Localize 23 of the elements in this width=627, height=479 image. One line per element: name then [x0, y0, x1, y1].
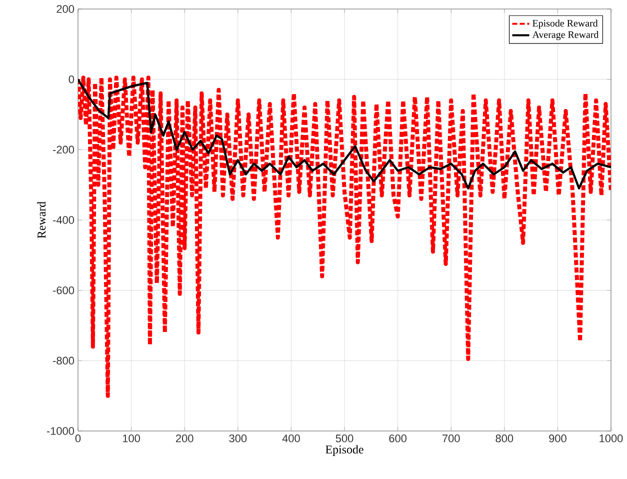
legend-label: Episode Reward — [532, 20, 598, 29]
line-series — [78, 76, 612, 398]
x-tick-label: 0 — [75, 434, 81, 442]
x-axis-title: Episode — [326, 445, 364, 456]
y-tick-label: 0 — [68, 75, 74, 84]
x-tick-label: 500 — [336, 434, 354, 442]
x-tick-label: 900 — [549, 434, 566, 442]
y-tick-label: -200 — [53, 146, 74, 154]
y-axis-title: Reward — [37, 202, 46, 238]
x-tick-label: 400 — [282, 434, 300, 442]
y-tick-label: 200 — [56, 5, 74, 13]
y-tick-label: -800 — [53, 356, 74, 365]
y-tick-label: -400 — [53, 216, 74, 224]
x-tick-label: 800 — [496, 434, 514, 442]
x-tick-label: 200 — [176, 434, 194, 442]
x-tick-label: 100 — [122, 434, 140, 442]
x-tick-label: 700 — [442, 434, 460, 442]
x-tick-label: 1000 — [600, 434, 623, 442]
x-tick-label: 600 — [389, 434, 407, 442]
x-tick-label: 300 — [229, 434, 247, 442]
y-tick-label: -600 — [53, 286, 74, 294]
y-tick-label: -1000 — [46, 427, 74, 435]
legend-label: Average Reward — [532, 30, 599, 40]
